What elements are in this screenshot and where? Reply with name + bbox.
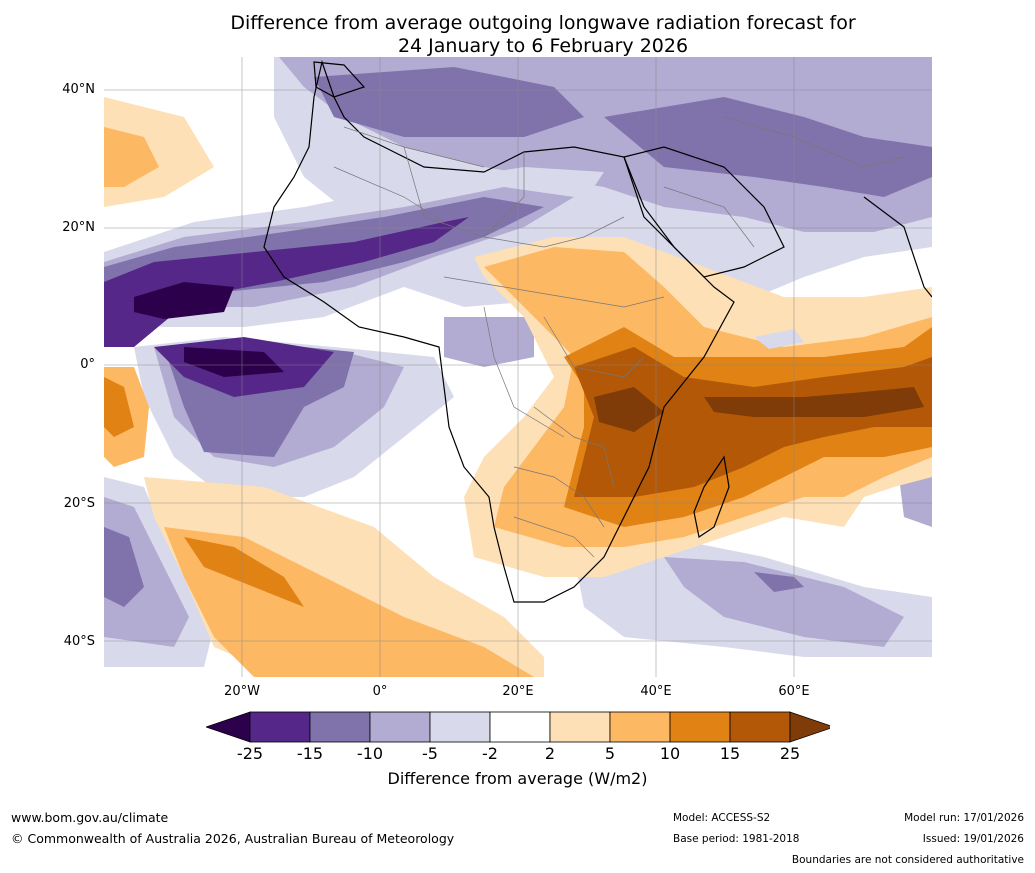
lon-label-20w: 20°W bbox=[224, 684, 260, 699]
colorbar-label: Difference from average (W/m2) bbox=[0, 769, 1035, 788]
boundaries-disclaimer: Boundaries are not considered authoritat… bbox=[791, 854, 1024, 866]
anomaly-region-northwest-atlantic-dark bbox=[104, 127, 159, 187]
anomaly-region-south-indian-mid bbox=[754, 572, 804, 592]
copyright-text: © Commonwealth of Australia 2026, Austra… bbox=[11, 831, 455, 846]
anomaly-region-west-africa-extreme bbox=[134, 282, 234, 319]
anomaly-region-south-atlantic-dark-orange bbox=[184, 537, 304, 607]
lat-label-40s: 40°S bbox=[63, 634, 95, 649]
chart-title-line2: 24 January to 6 February 2026 bbox=[397, 35, 689, 57]
lat-label-20n: 20°N bbox=[62, 220, 95, 235]
colorbar-segment bbox=[669, 711, 731, 743]
colorbar-extend-low bbox=[206, 711, 251, 743]
colorbar-segment bbox=[489, 711, 551, 743]
anomaly-region-west-africa-strong bbox=[104, 217, 469, 347]
colorbar-segment bbox=[369, 711, 431, 743]
anomaly-region-central-africa-purple bbox=[444, 317, 534, 367]
anomaly-region-north-africa-purple bbox=[314, 67, 584, 137]
anomaly-region-middle-east-purple bbox=[604, 97, 932, 197]
colorbar-segment bbox=[309, 711, 371, 743]
colorbar bbox=[206, 711, 830, 743]
colorbar-segment bbox=[249, 711, 311, 743]
colorbar-tick-label: -2 bbox=[482, 744, 498, 763]
anomaly-region-west-equatorial-dark-orange bbox=[104, 377, 134, 437]
anomaly-region-east-africa-brown bbox=[574, 347, 932, 497]
anomaly-region-equatorial-atlantic-extreme bbox=[184, 347, 284, 377]
model-run-text: Model run: 17/01/2026 bbox=[904, 812, 1024, 824]
colorbar-tick-label: -5 bbox=[422, 744, 438, 763]
lon-label-0: 0° bbox=[372, 684, 388, 699]
issued-text: Issued: 19/01/2026 bbox=[922, 833, 1024, 845]
madagascar-coastline bbox=[693, 455, 730, 538]
colorbar-tick-label: 2 bbox=[544, 744, 556, 763]
website-link[interactable]: www.bom.gov.au/climate bbox=[11, 810, 169, 825]
colorbar-segment bbox=[549, 711, 611, 743]
colorbar-tick-label: -10 bbox=[356, 744, 384, 763]
colorbar-tick-label: 10 bbox=[659, 744, 681, 763]
colorbar-tick-label: 15 bbox=[719, 744, 741, 763]
arabia-coastline bbox=[623, 146, 785, 278]
colorbar-extend-high bbox=[789, 711, 830, 743]
anomaly-region-south-atlantic-purple bbox=[104, 497, 189, 647]
colorbar-segment bbox=[429, 711, 491, 743]
anomaly-region-east-africa-extreme bbox=[594, 387, 664, 432]
lat-label-0: 0° bbox=[80, 357, 95, 372]
colorbar-tick-label: -15 bbox=[296, 744, 324, 763]
colorbar-segment bbox=[729, 711, 791, 743]
model-text: Model: ACCESS-S2 bbox=[673, 812, 771, 824]
country-borders bbox=[333, 116, 905, 558]
africa-coastline bbox=[263, 59, 735, 603]
lat-label-40n: 40°N bbox=[62, 82, 95, 97]
olr-anomaly-map bbox=[104, 57, 932, 677]
anomaly-region-west-indian-pale-blue bbox=[754, 329, 804, 349]
colorbar-tick-label: 25 bbox=[779, 744, 801, 763]
colorbar-tick-label: 5 bbox=[604, 744, 616, 763]
lon-label-20e: 20°E bbox=[502, 684, 534, 699]
gridlines bbox=[104, 57, 932, 677]
anomaly-region-indian-ocean-extreme bbox=[704, 387, 924, 417]
lon-label-60e: 60°E bbox=[778, 684, 810, 699]
lon-label-40e: 40°E bbox=[640, 684, 672, 699]
colorbar-label-text: Difference from average (W/m2) bbox=[387, 769, 648, 788]
anomaly-region-south-atlantic-mid bbox=[104, 527, 144, 607]
base-period-text: Base period: 1981-2018 bbox=[673, 833, 800, 845]
iberia-coastline bbox=[313, 61, 366, 98]
coastlines bbox=[263, 59, 932, 603]
colorbar-tick-label: -25 bbox=[236, 744, 264, 763]
lat-label-20s: 20°S bbox=[63, 496, 95, 511]
colorbar-segment bbox=[609, 711, 671, 743]
anomaly-region-south-indian-purple bbox=[664, 557, 904, 647]
india-coastline bbox=[863, 196, 932, 298]
chart-title-line1: Difference from average outgoing longwav… bbox=[230, 12, 856, 34]
